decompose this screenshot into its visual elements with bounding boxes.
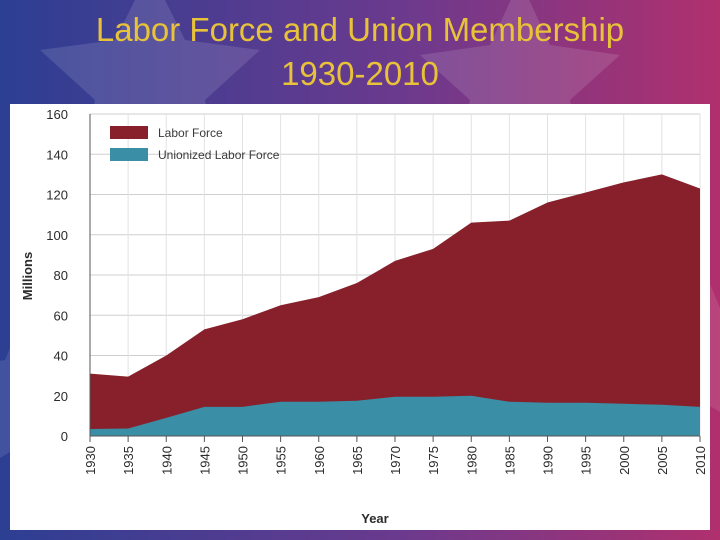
y-tick-label: 60 [54,308,68,323]
x-tick-label: 1980 [464,446,479,475]
slide-title-line2: 1930-2010 [281,55,439,92]
slide-title-line1: Labor Force and Union Membership [95,11,625,48]
x-tick-label: 1940 [159,446,174,475]
y-tick-label: 120 [46,188,68,203]
y-tick-label: 80 [54,268,68,283]
x-tick-label: 2010 [693,446,708,475]
y-axis-label: Millions [20,252,35,300]
x-tick-label: 1985 [502,446,517,475]
chart-panel: 0 20 40 60 80 100 120 140 160 1930 1935 1940 1945 195… [10,104,710,530]
x-tick-label: 1945 [197,446,212,475]
x-tick-label: 1935 [121,446,136,475]
y-tick-label: 40 [54,349,68,364]
legend-label: Labor Force [158,126,223,140]
y-tick-label: 160 [46,107,68,122]
slide-title: Labor Force and Union Membership 1930-20… [0,8,720,96]
x-tick-label: 1960 [312,446,327,475]
x-tick-label: 1990 [541,446,556,475]
area-chart: 0 20 40 60 80 100 120 140 160 1930 1935 1940 1945 195… [20,107,708,526]
legend-swatch [110,148,148,161]
legend-swatch [110,126,148,139]
x-tick-label: 1970 [388,446,403,475]
x-tick-label: 1955 [274,446,289,475]
legend-label: Unionized Labor Force [158,148,280,162]
x-tick-label: 1975 [426,446,441,475]
area-series-unionized-labor-force [90,395,700,436]
y-tick-label: 140 [46,147,68,162]
x-tick-label: 1950 [236,446,251,475]
x-tick-label: 1995 [579,446,594,475]
x-tick-label: 2000 [617,446,632,475]
x-axis-label: Year [361,511,388,526]
y-tick-label: 20 [54,389,68,404]
y-tick-label: 100 [46,228,68,243]
y-tick-label: 0 [61,429,68,444]
x-tick-label: 2005 [655,446,670,475]
area-series-labor-force [90,174,700,436]
x-tick-label: 1965 [350,446,365,475]
x-tick-label: 1930 [83,446,98,475]
